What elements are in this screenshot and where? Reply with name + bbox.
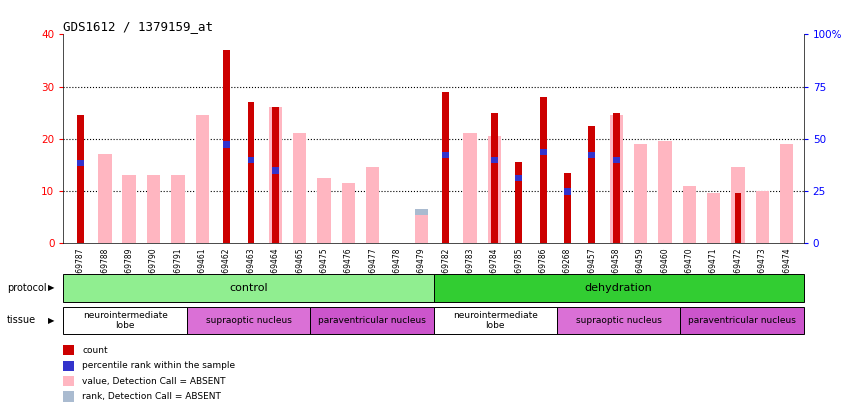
- Text: GSM69788: GSM69788: [101, 247, 109, 288]
- Bar: [515, 175, 522, 181]
- Bar: [147, 175, 160, 243]
- Bar: [272, 107, 278, 243]
- Bar: [77, 160, 84, 166]
- Text: GDS1612 / 1379159_at: GDS1612 / 1379159_at: [63, 20, 213, 33]
- Bar: [195, 115, 209, 243]
- Bar: [223, 50, 230, 243]
- Text: GSM69465: GSM69465: [295, 247, 305, 289]
- Bar: [293, 134, 306, 243]
- Bar: [317, 178, 331, 243]
- Text: GSM69790: GSM69790: [149, 247, 158, 289]
- Text: GSM69477: GSM69477: [368, 247, 377, 289]
- Bar: [248, 157, 255, 163]
- Bar: [683, 185, 696, 243]
- Bar: [415, 209, 428, 243]
- Bar: [248, 102, 255, 243]
- Bar: [755, 191, 769, 243]
- Text: GSM69463: GSM69463: [246, 247, 255, 289]
- Bar: [609, 115, 623, 243]
- Text: supraoptic nucleus: supraoptic nucleus: [206, 316, 292, 325]
- Bar: [564, 173, 571, 243]
- Text: GSM69458: GSM69458: [612, 247, 621, 289]
- Bar: [272, 167, 278, 174]
- Text: GSM69470: GSM69470: [684, 247, 694, 289]
- Bar: [268, 107, 282, 243]
- Bar: [415, 209, 428, 215]
- Bar: [366, 167, 379, 243]
- Text: paraventricular nucleus: paraventricular nucleus: [318, 316, 426, 325]
- Text: GSM69473: GSM69473: [758, 247, 766, 289]
- Text: GSM69478: GSM69478: [393, 247, 402, 289]
- Bar: [491, 113, 497, 243]
- Text: GSM69460: GSM69460: [661, 247, 669, 289]
- Text: GSM69789: GSM69789: [124, 247, 134, 289]
- Bar: [442, 92, 449, 243]
- Bar: [98, 154, 112, 243]
- Text: GSM69461: GSM69461: [198, 247, 206, 289]
- Bar: [564, 188, 571, 194]
- Text: control: control: [229, 283, 268, 293]
- Text: dehydration: dehydration: [585, 283, 652, 293]
- Bar: [515, 162, 522, 243]
- Text: GSM69783: GSM69783: [465, 247, 475, 289]
- Bar: [634, 144, 647, 243]
- Bar: [707, 194, 720, 243]
- Bar: [589, 152, 596, 158]
- Bar: [734, 194, 741, 243]
- Bar: [540, 97, 547, 243]
- Bar: [589, 126, 596, 243]
- Text: ▶: ▶: [48, 284, 55, 292]
- Text: GSM69474: GSM69474: [783, 247, 791, 289]
- Text: protocol: protocol: [7, 283, 47, 293]
- Text: GSM69782: GSM69782: [442, 247, 450, 288]
- Bar: [491, 157, 497, 163]
- Text: GSM69472: GSM69472: [733, 247, 743, 289]
- Text: GSM69784: GSM69784: [490, 247, 499, 289]
- Text: GSM69787: GSM69787: [76, 247, 85, 289]
- Bar: [442, 152, 449, 158]
- Bar: [123, 175, 136, 243]
- Text: supraoptic nucleus: supraoptic nucleus: [575, 316, 662, 325]
- Bar: [613, 113, 619, 243]
- Bar: [731, 167, 744, 243]
- Bar: [780, 144, 794, 243]
- Text: GSM69476: GSM69476: [343, 247, 353, 289]
- Text: percentile rank within the sample: percentile rank within the sample: [82, 361, 235, 370]
- Bar: [77, 115, 84, 243]
- Text: GSM69471: GSM69471: [709, 247, 718, 289]
- Text: GSM69464: GSM69464: [271, 247, 280, 289]
- Bar: [342, 183, 355, 243]
- Bar: [171, 175, 184, 243]
- Text: neurointermediate
lobe: neurointermediate lobe: [83, 311, 168, 330]
- Bar: [613, 157, 619, 163]
- Text: GSM69457: GSM69457: [587, 247, 596, 289]
- Text: GSM69786: GSM69786: [539, 247, 547, 289]
- Text: paraventricular nucleus: paraventricular nucleus: [688, 316, 796, 325]
- Bar: [658, 141, 672, 243]
- Bar: [223, 141, 230, 147]
- Text: neurointermediate
lobe: neurointermediate lobe: [453, 311, 538, 330]
- Text: GSM69791: GSM69791: [173, 247, 183, 289]
- Bar: [540, 149, 547, 156]
- Text: count: count: [82, 346, 107, 355]
- Text: ▶: ▶: [48, 316, 55, 325]
- Text: GSM69475: GSM69475: [320, 247, 328, 289]
- Text: tissue: tissue: [7, 315, 36, 325]
- Text: rank, Detection Call = ABSENT: rank, Detection Call = ABSENT: [82, 392, 221, 401]
- Text: value, Detection Call = ABSENT: value, Detection Call = ABSENT: [82, 377, 226, 386]
- Text: GSM69785: GSM69785: [514, 247, 524, 289]
- Bar: [488, 136, 501, 243]
- Text: GSM69479: GSM69479: [417, 247, 426, 289]
- Text: GSM69462: GSM69462: [222, 247, 231, 289]
- Bar: [464, 134, 477, 243]
- Text: GSM69459: GSM69459: [636, 247, 645, 289]
- Text: GSM69268: GSM69268: [563, 247, 572, 288]
